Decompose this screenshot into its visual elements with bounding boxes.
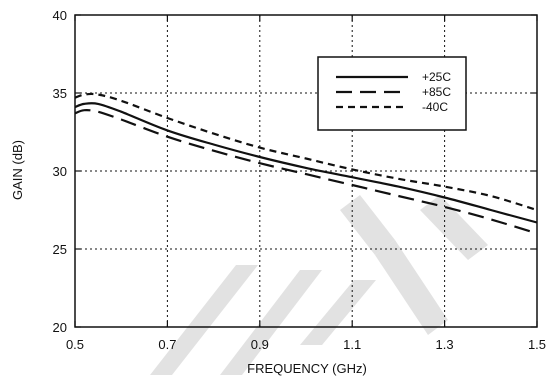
legend: +25C+85C-40C: [317, 56, 467, 131]
watermark-stroke: [220, 270, 322, 375]
x-tick-label: 0.5: [66, 337, 84, 352]
watermark-stroke: [375, 240, 448, 335]
tick-marks: [74, 14, 538, 328]
y-axis-label: GAIN (dB): [10, 140, 25, 200]
legend-box: [317, 56, 467, 131]
y-tick-label: 20: [53, 320, 67, 335]
legend-label: -40C: [422, 100, 448, 114]
x-tick-label: 1.3: [436, 337, 454, 352]
legend-label: +25C: [422, 70, 451, 84]
y-tick-label: 30: [53, 164, 67, 179]
legend-label: +85C: [422, 85, 451, 99]
watermark-stroke: [300, 280, 376, 345]
series-line-40c: [74, 92, 538, 212]
y-tick-label: 35: [53, 86, 67, 101]
watermark-stroke: [420, 195, 488, 260]
series-line-25c: [74, 102, 538, 224]
watermark-stroke: [340, 195, 395, 255]
y-tick-labels: 20 25 30 35 40: [53, 8, 67, 335]
series-line-85c: [74, 108, 538, 235]
x-tick-label: 0.9: [251, 337, 269, 352]
y-tick-label: 40: [53, 8, 67, 23]
y-tick-label: 25: [53, 242, 67, 257]
x-axis-label: FREQUENCY (GHz): [247, 361, 367, 376]
x-tick-labels: 0.5 0.7 0.9 1.1 1.3 1.5: [66, 337, 546, 352]
watermark: [150, 195, 488, 375]
watermark-stroke: [150, 265, 258, 375]
x-tick-label: 0.7: [158, 337, 176, 352]
x-tick-label: 1.5: [528, 337, 546, 352]
series-lines: [74, 92, 538, 235]
x-tick-label: 1.1: [343, 337, 361, 352]
